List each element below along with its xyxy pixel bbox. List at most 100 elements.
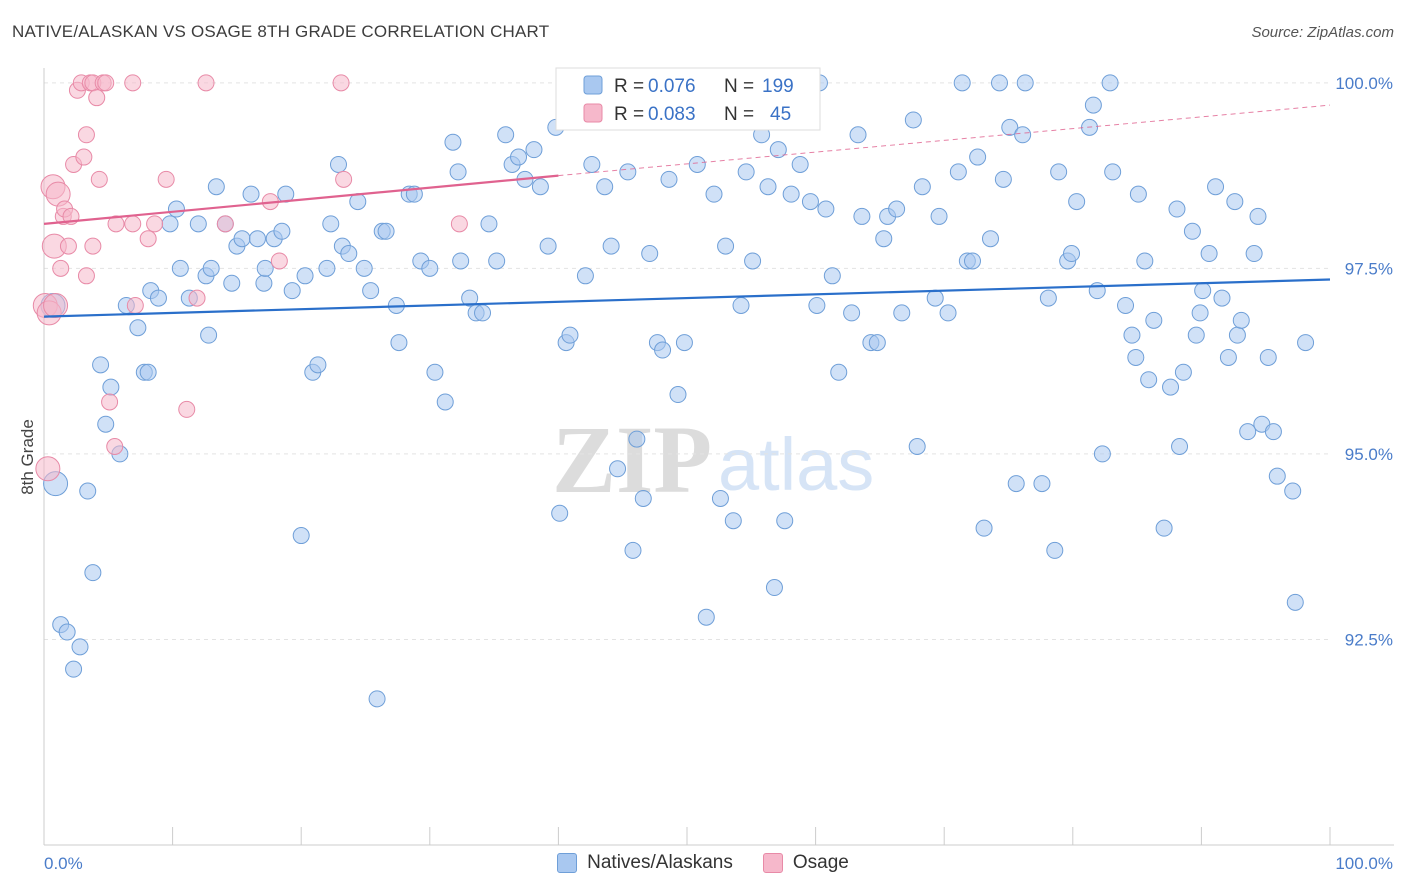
native-point xyxy=(296,267,314,285)
native-point xyxy=(628,430,646,448)
native-point xyxy=(994,170,1012,188)
native-point xyxy=(930,207,948,225)
native-point xyxy=(449,163,467,181)
native-point xyxy=(97,415,115,433)
native-point xyxy=(634,489,652,507)
native-point xyxy=(1268,467,1286,485)
native-point xyxy=(283,282,301,300)
native-point xyxy=(888,200,906,218)
osage-point xyxy=(335,170,353,188)
native-point xyxy=(576,267,594,285)
native-point xyxy=(669,386,687,404)
native-point xyxy=(1213,289,1231,307)
native-point xyxy=(233,230,251,248)
osage-point xyxy=(106,438,124,455)
osage-trend-line xyxy=(43,174,559,225)
native-point xyxy=(602,237,620,255)
native-point xyxy=(1239,423,1257,441)
native-point xyxy=(497,126,515,144)
native-point xyxy=(619,163,637,181)
native-point xyxy=(801,193,819,211)
native-point xyxy=(1084,96,1102,114)
native-point xyxy=(1249,207,1267,225)
native-point xyxy=(949,163,967,181)
native-point xyxy=(102,378,120,396)
native-point xyxy=(1174,363,1192,381)
native-point xyxy=(322,215,340,233)
native-point xyxy=(688,155,706,173)
native-point xyxy=(92,356,110,374)
native-point xyxy=(561,326,579,344)
osage-point xyxy=(107,215,125,233)
native-point xyxy=(711,489,729,507)
osage-point xyxy=(124,74,142,92)
native-point xyxy=(242,185,260,203)
native-point xyxy=(1297,334,1315,352)
native-point xyxy=(1136,252,1154,270)
native-point xyxy=(1063,245,1081,263)
native-point xyxy=(654,341,672,359)
osage-point xyxy=(124,215,142,233)
native-point xyxy=(58,623,76,641)
stats-n-label-2: N = xyxy=(724,104,754,125)
native-point xyxy=(624,541,642,559)
osage-point xyxy=(216,215,234,233)
native-point xyxy=(531,178,549,196)
native-point xyxy=(1016,74,1034,92)
stats-n-label-1: N = xyxy=(724,76,754,97)
stats-swatch-osage xyxy=(583,103,603,123)
native-point xyxy=(256,259,274,277)
watermark-atlas: atlas xyxy=(718,423,874,506)
native-point xyxy=(583,155,601,173)
native-point xyxy=(765,579,783,597)
native-point xyxy=(171,259,189,277)
native-point xyxy=(539,237,557,255)
native-point xyxy=(908,438,926,455)
native-point xyxy=(436,393,454,411)
osage-point xyxy=(197,74,215,92)
osage-point xyxy=(43,292,69,318)
native-point xyxy=(1194,282,1212,300)
chart-title: NATIVE/ALASKAN VS OSAGE 8TH GRADE CORREL… xyxy=(12,22,550,41)
native-point xyxy=(200,326,218,344)
osage-point xyxy=(126,296,144,314)
native-point xyxy=(913,178,931,196)
natives-trend-line xyxy=(43,278,1331,318)
native-point xyxy=(1140,371,1158,389)
native-point xyxy=(461,289,479,307)
y-axis-label: 8th Grade xyxy=(18,419,37,495)
native-point xyxy=(79,482,97,500)
native-point xyxy=(705,185,723,203)
native-point xyxy=(609,460,627,478)
osage-point xyxy=(332,74,350,92)
native-point xyxy=(1117,296,1135,314)
native-point xyxy=(1007,475,1025,493)
data-points xyxy=(32,74,1315,708)
native-point xyxy=(724,512,742,530)
native-point xyxy=(981,230,999,248)
legend: Natives/Alaskans Osage xyxy=(0,852,1406,874)
stats-swatch-natives xyxy=(583,75,603,95)
native-point xyxy=(843,304,861,322)
native-point xyxy=(65,660,83,678)
stats-n-value-2: 45 xyxy=(770,104,791,125)
native-point xyxy=(1155,519,1173,537)
native-point xyxy=(488,252,506,270)
osage-point xyxy=(35,456,61,482)
native-point xyxy=(452,252,470,270)
native-point xyxy=(1014,126,1032,144)
native-point xyxy=(830,363,848,381)
native-point xyxy=(1200,245,1218,263)
stats-r-label-2: R = xyxy=(614,104,644,125)
native-point xyxy=(1101,74,1119,92)
native-point xyxy=(1228,326,1246,344)
native-point xyxy=(1039,289,1057,307)
native-point xyxy=(309,356,327,374)
osage-point xyxy=(90,170,108,188)
native-point xyxy=(1264,423,1282,441)
y-tick-label: 92.5% xyxy=(1345,630,1393,649)
native-point xyxy=(292,527,310,545)
native-point xyxy=(660,170,678,188)
osage-point xyxy=(450,215,468,233)
native-point xyxy=(853,207,871,225)
